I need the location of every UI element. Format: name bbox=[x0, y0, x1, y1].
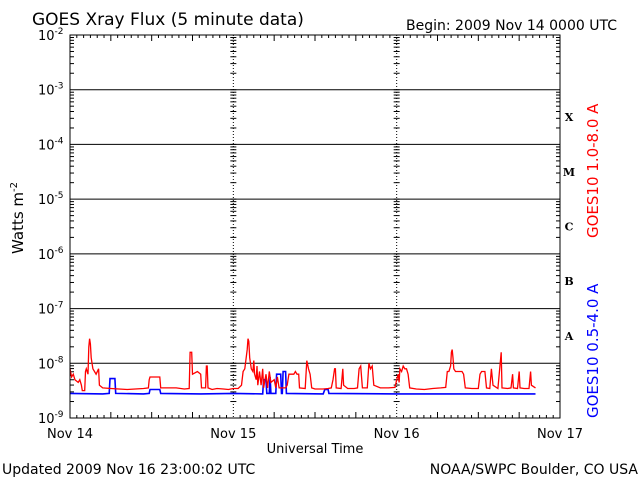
footer-credit: NOAA/SWPC Boulder, CO USA bbox=[430, 462, 639, 478]
y-tick-base: 10 bbox=[38, 248, 55, 263]
y-tick-label: 10-3 bbox=[38, 82, 64, 99]
y-tick-base: 10 bbox=[38, 84, 55, 99]
x-tick-label: Nov 15 bbox=[210, 427, 256, 442]
y-tick-exponent: -4 bbox=[55, 136, 64, 146]
y-tick-label: 10-7 bbox=[38, 301, 64, 318]
chart-title: GOES Xray Flux (5 minute data) bbox=[32, 10, 304, 30]
y-axis-title: Watts m-2 bbox=[9, 182, 27, 254]
flare-class-labels: X M C B A bbox=[563, 111, 575, 343]
x-tick-labels: Nov 14 Nov 15 Nov 16 Nov 17 bbox=[47, 427, 583, 442]
x-tick-label: Nov 14 bbox=[47, 427, 93, 442]
y-axis-title-exponent: -2 bbox=[9, 182, 20, 192]
y-tick-exponent: -7 bbox=[55, 301, 64, 311]
y-tick-exponent: -9 bbox=[55, 410, 64, 420]
flare-class-label: B bbox=[564, 275, 573, 288]
series-line-short-wavelength bbox=[69, 370, 536, 395]
y-tick-exponent: -6 bbox=[55, 246, 64, 256]
y-tick-base: 10 bbox=[38, 138, 55, 153]
y-tick-label: 10-4 bbox=[38, 136, 64, 153]
y-tick-label: 10-8 bbox=[38, 355, 64, 372]
series-lines bbox=[69, 338, 536, 395]
y-tick-label: 10-6 bbox=[38, 246, 64, 263]
y-tick-base: 10 bbox=[38, 193, 55, 208]
y-axis-title-text: Watts m bbox=[9, 192, 27, 254]
footer-updated: Updated 2009 Nov 16 23:00:02 UTC bbox=[2, 462, 255, 478]
series-line-long-wavelength bbox=[69, 338, 536, 392]
y-tick-exponent: -8 bbox=[55, 355, 64, 365]
x-tick-label: Nov 16 bbox=[374, 427, 420, 442]
x-axis-title: Universal Time bbox=[267, 442, 364, 457]
legend-series-long: GOES10 1.0-8.0 A bbox=[584, 103, 602, 238]
y-tick-label: 10-2 bbox=[38, 27, 64, 44]
y-tick-base: 10 bbox=[38, 29, 55, 44]
y-tick-base: 10 bbox=[38, 303, 55, 318]
y-tick-base: 10 bbox=[38, 357, 55, 372]
y-tick-exponent: -5 bbox=[55, 191, 64, 201]
x-tick-label: Nov 17 bbox=[537, 427, 583, 442]
y-tick-label: 10-9 bbox=[38, 410, 64, 427]
y-tick-label: 10-5 bbox=[38, 191, 64, 208]
flare-class-label: M bbox=[563, 166, 575, 179]
y-tick-base: 10 bbox=[38, 412, 55, 427]
y-tick-exponent: -2 bbox=[55, 27, 64, 37]
grid bbox=[70, 35, 560, 419]
y-axis-ticks bbox=[70, 35, 560, 418]
legend-series-short: GOES10 0.5-4.0 A bbox=[584, 283, 602, 418]
plot-frame bbox=[69, 34, 561, 419]
flare-class-label: A bbox=[564, 330, 574, 343]
y-tick-labels: 10-210-310-410-510-610-710-810-9 bbox=[38, 27, 64, 427]
y-tick-exponent: -3 bbox=[55, 82, 64, 92]
begin-label: Begin: 2009 Nov 14 0000 UTC bbox=[406, 18, 617, 34]
flare-class-label: C bbox=[565, 221, 574, 234]
flare-class-label: X bbox=[565, 111, 574, 124]
